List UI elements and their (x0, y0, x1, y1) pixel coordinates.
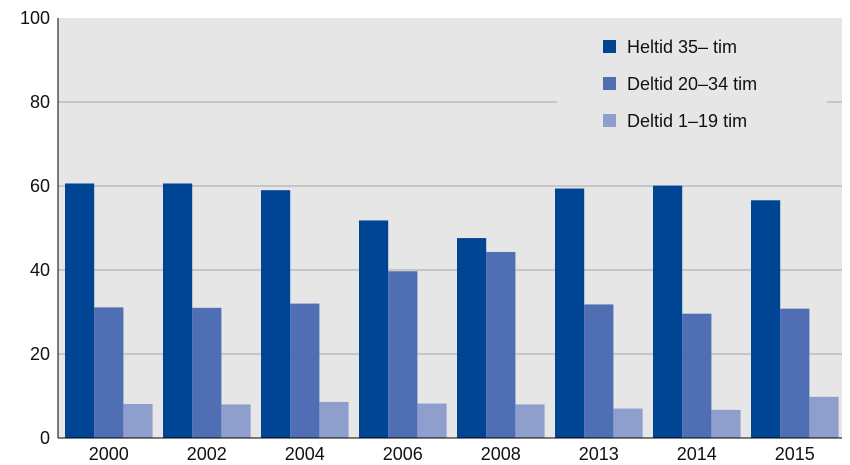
bar-2002-series-0 (163, 183, 193, 438)
bar-2004-series-1 (290, 303, 320, 438)
legend-swatch-1 (603, 77, 616, 90)
y-tick-label: 40 (30, 260, 50, 280)
bar-2013-series-0 (555, 188, 585, 438)
bar-2006-series-1 (388, 271, 418, 438)
x-tick-label: 2006 (383, 444, 423, 464)
y-tick-label: 60 (30, 176, 50, 196)
bar-2013-series-1 (584, 304, 614, 438)
bar-2015-series-1 (780, 308, 810, 438)
bar-2014-series-1 (682, 313, 712, 438)
y-tick-labels: 0 20 40 60 80 100 (20, 8, 50, 448)
legend-swatch-2 (603, 114, 616, 127)
bar-2000-series-0 (65, 183, 95, 438)
bar-2000-series-2 (123, 403, 153, 438)
legend-swatch-0 (603, 40, 616, 53)
bar-2006-series-2 (417, 403, 447, 438)
bar-2002-series-1 (192, 307, 222, 438)
x-tick-label: 2004 (285, 444, 325, 464)
x-tick-label: 2000 (89, 444, 129, 464)
x-tick-label: 2002 (187, 444, 227, 464)
legend-label-0: Heltid 35– tim (627, 37, 737, 57)
bar-2008-series-2 (515, 404, 545, 438)
x-tick-labels: 2000 2002 2004 2006 2008 2013 2014 2015 (89, 444, 815, 464)
bar-2008-series-0 (457, 238, 487, 438)
bar-2004-series-2 (319, 401, 349, 438)
bar-2008-series-1 (486, 251, 516, 438)
legend-label-1: Deltid 20–34 tim (627, 74, 757, 94)
bar-2002-series-2 (221, 404, 251, 438)
y-tick-label: 0 (40, 428, 50, 448)
x-tick-label: 2014 (677, 444, 717, 464)
bar-2013-series-2 (613, 408, 643, 438)
bar-2014-series-2 (711, 409, 741, 438)
x-tick-label: 2008 (481, 444, 521, 464)
x-tick-label: 2013 (579, 444, 619, 464)
y-tick-label: 80 (30, 92, 50, 112)
bar-2000-series-1 (94, 307, 124, 438)
legend-label-2: Deltid 1–19 tim (627, 111, 747, 131)
x-tick-label: 2015 (775, 444, 815, 464)
y-tick-label: 100 (20, 8, 50, 28)
bar-2006-series-0 (359, 220, 389, 438)
legend-background (557, 28, 827, 143)
bar-2015-series-0 (751, 200, 781, 438)
y-tick-label: 20 (30, 344, 50, 364)
legend: Heltid 35– tim Deltid 20–34 tim Deltid 1–1… (557, 28, 827, 143)
bar-2004-series-0 (261, 190, 291, 438)
bar-2014-series-0 (653, 185, 683, 438)
bar-2015-series-2 (809, 396, 839, 438)
bars (65, 183, 839, 438)
